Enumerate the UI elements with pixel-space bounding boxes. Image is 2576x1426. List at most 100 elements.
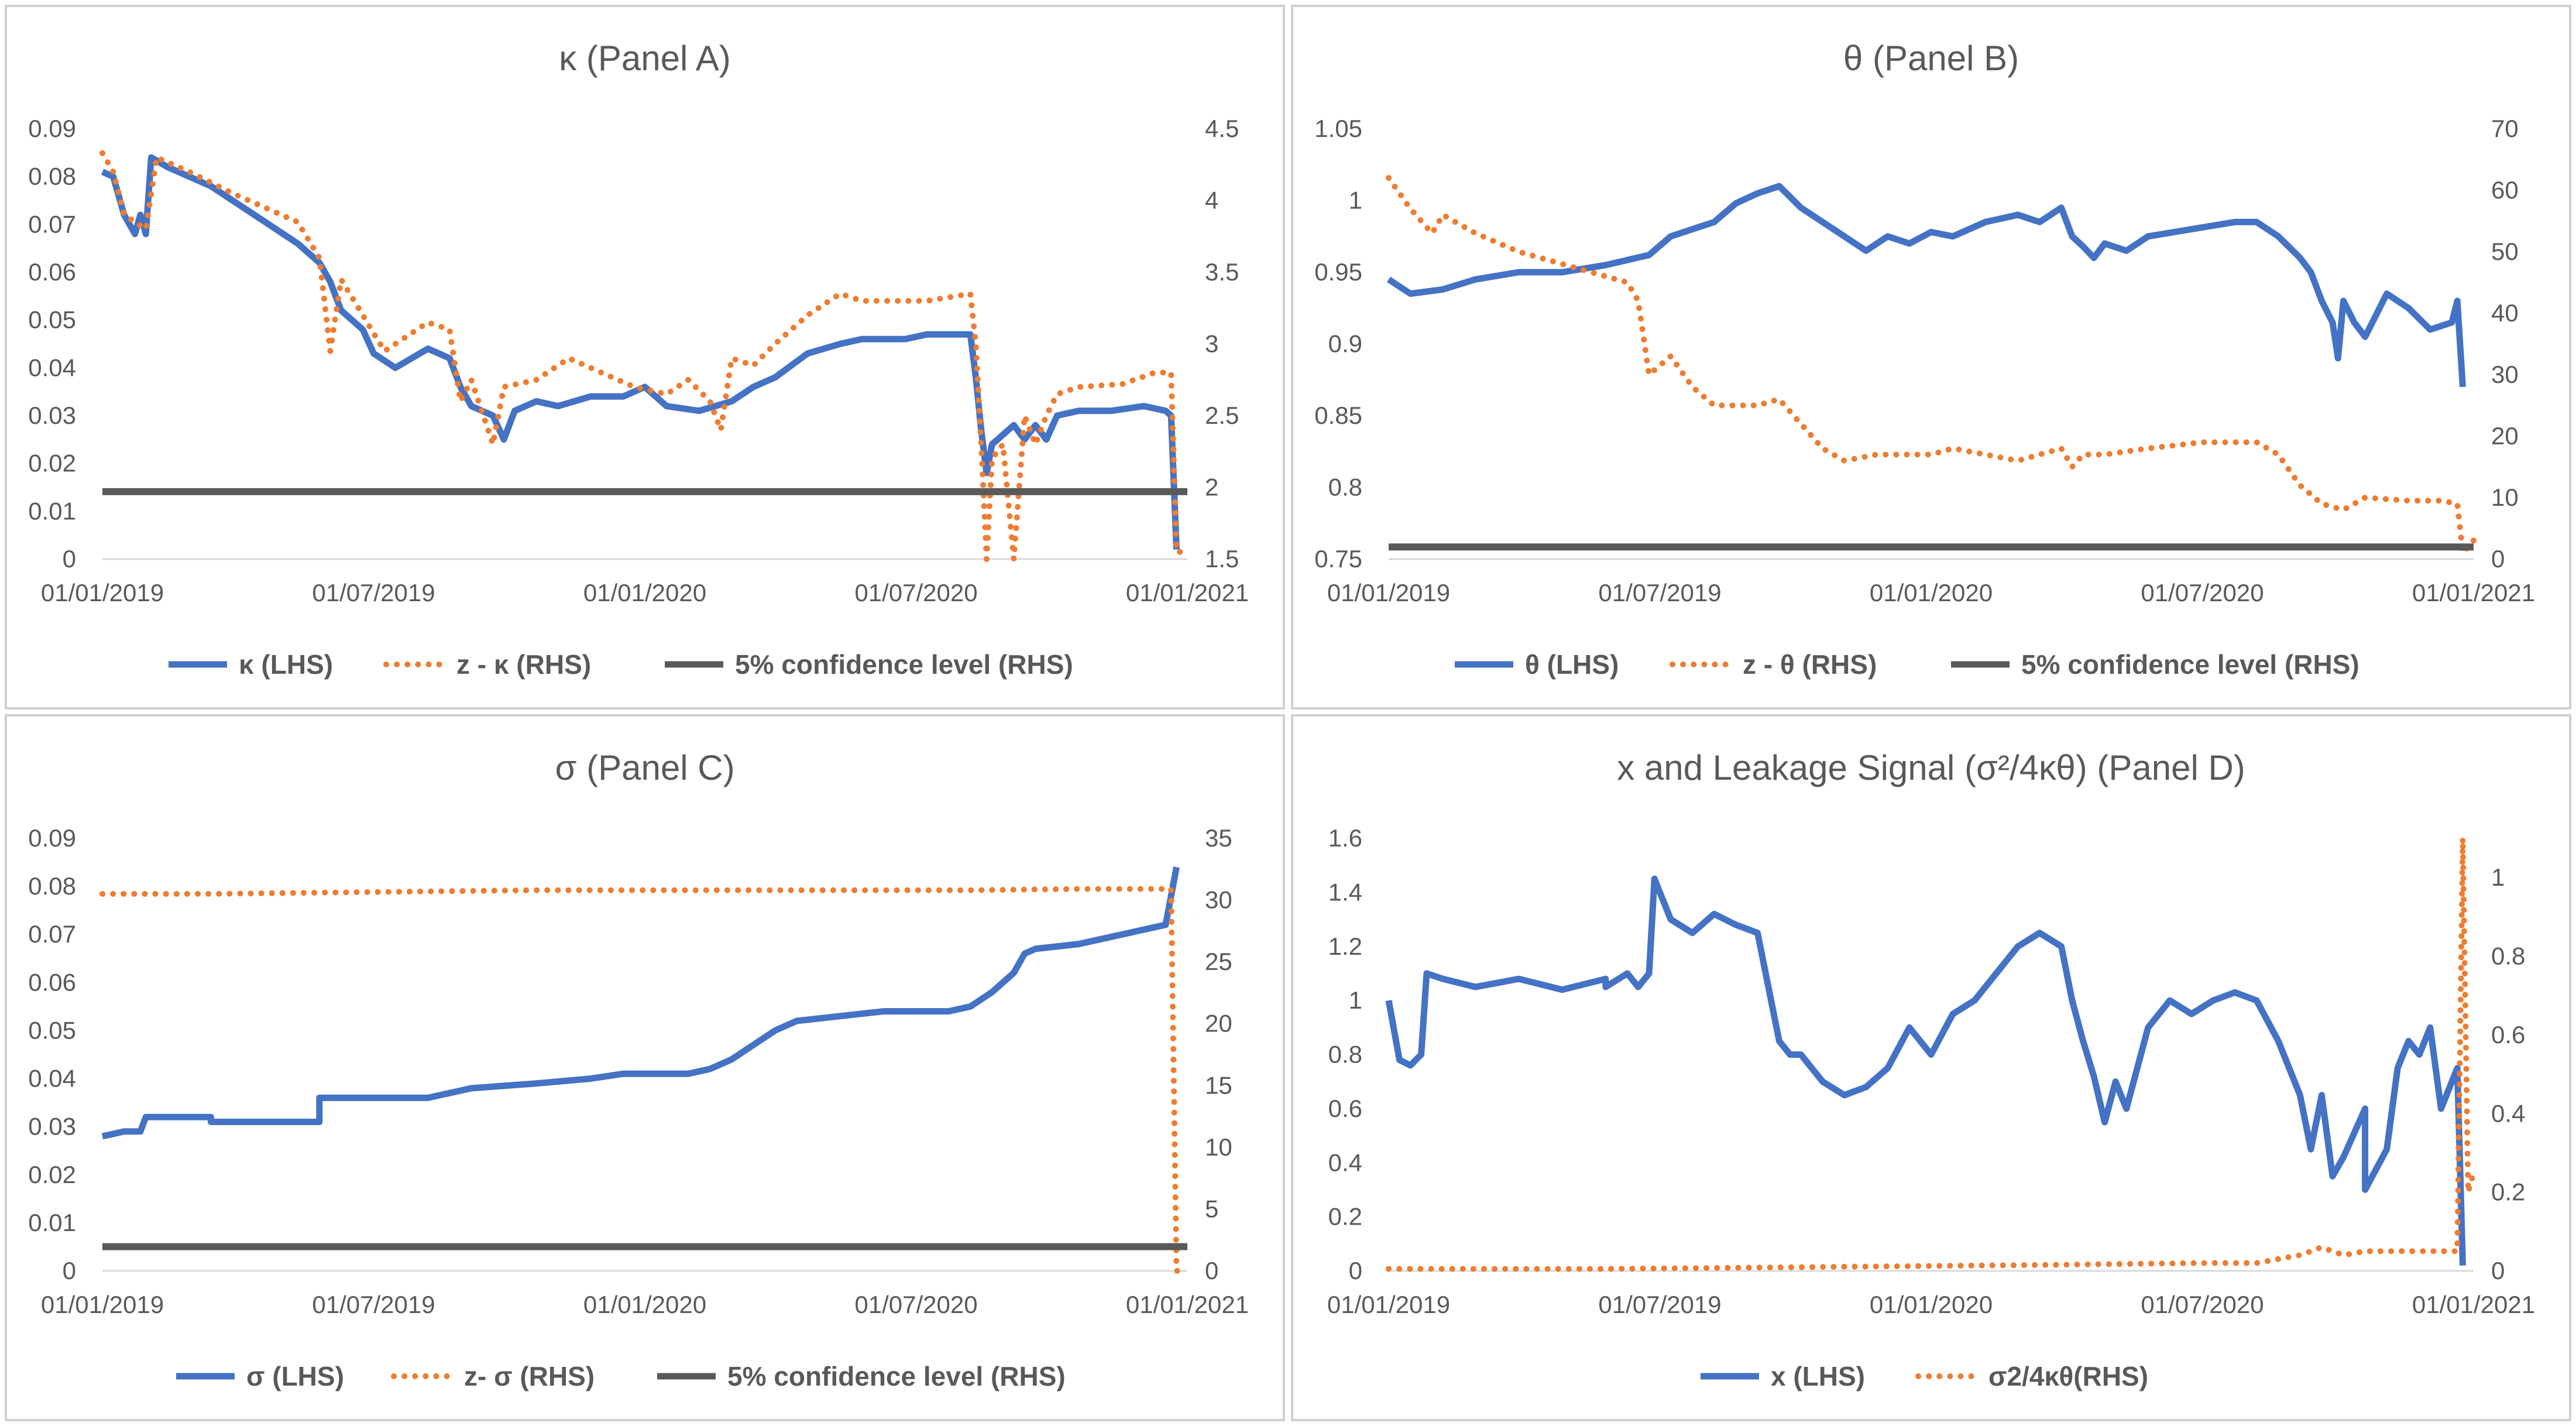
legend-label: κ (LHS) bbox=[239, 649, 333, 680]
y-left-tick-label: 0.85 bbox=[1314, 402, 1362, 429]
panel-title: θ (Panel B) bbox=[1843, 39, 2019, 78]
series-line-1 bbox=[1386, 835, 2477, 1272]
y-left-tick-label: 0 bbox=[63, 1257, 76, 1284]
y-left-tick-label: 0.02 bbox=[28, 450, 76, 477]
y-right-tick-label: 0 bbox=[2491, 1257, 2505, 1284]
series-line-0 bbox=[1386, 183, 2466, 388]
series-line-1 bbox=[1386, 175, 2477, 556]
y-left-tick-label: 1.6 bbox=[1328, 824, 1362, 852]
y-right-tick-label: 1 bbox=[2491, 863, 2505, 891]
y-left-tick-label: 1 bbox=[1349, 986, 1362, 1014]
y-left-tick-label: 0.09 bbox=[28, 115, 76, 142]
y-right-tick-label: 1.5 bbox=[1205, 545, 1239, 573]
y-right-tick-label: 5 bbox=[1205, 1195, 1218, 1222]
y-left-tick-label: 0.05 bbox=[28, 306, 76, 334]
panel-title: σ (Panel C) bbox=[555, 748, 734, 787]
x-tick-label: 01/01/2019 bbox=[41, 579, 164, 606]
x-tick-label: 01/01/2021 bbox=[1126, 1291, 1249, 1318]
y-left-tick-label: 0.4 bbox=[1328, 1149, 1362, 1176]
y-right-tick-label: 30 bbox=[2491, 361, 2519, 388]
y-left-tick-label: 0.08 bbox=[28, 872, 76, 900]
y-right-tick-label: 0.4 bbox=[2491, 1099, 2525, 1127]
y-right-tick-label: 3 bbox=[1205, 330, 1218, 358]
y-left-tick-label: 0 bbox=[63, 545, 76, 573]
series-line-0 bbox=[1385, 875, 2466, 1266]
y-right-tick-label: 40 bbox=[2491, 299, 2519, 327]
y-left-tick-label: 0.03 bbox=[28, 1113, 76, 1140]
x-tick-label: 01/01/2021 bbox=[2412, 579, 2535, 606]
legend-label: θ (LHS) bbox=[1525, 649, 1619, 680]
x-tick-label: 01/01/2021 bbox=[2412, 1291, 2535, 1318]
series-line-1 bbox=[99, 886, 1190, 1274]
y-right-tick-label: 10 bbox=[1205, 1133, 1232, 1161]
x-tick-label: 01/01/2019 bbox=[41, 1291, 164, 1318]
y-left-tick-label: 1.2 bbox=[1328, 933, 1362, 960]
panel-title: κ (Panel A) bbox=[559, 39, 730, 78]
y-right-tick-label: 70 bbox=[2491, 115, 2519, 142]
x-tick-label: 01/01/2020 bbox=[583, 579, 706, 606]
y-right-tick-label: 60 bbox=[2491, 176, 2519, 204]
x-tick-label: 01/01/2019 bbox=[1327, 579, 1450, 606]
y-right-tick-label: 0.8 bbox=[2491, 942, 2525, 970]
legend-label: z- σ (RHS) bbox=[464, 1361, 595, 1391]
y-right-tick-label: 50 bbox=[2491, 238, 2519, 265]
x-tick-label: 01/07/2020 bbox=[2141, 1291, 2264, 1318]
y-left-tick-label: 0.06 bbox=[28, 968, 76, 996]
panel-title: x and Leakage Signal (σ²/4κθ) (Panel D) bbox=[1617, 748, 2245, 787]
y-right-tick-label: 0.2 bbox=[2491, 1178, 2525, 1206]
legend-label: 5% confidence level (RHS) bbox=[727, 1361, 1066, 1391]
series-line-0 bbox=[101, 154, 1180, 550]
x-tick-label: 01/01/2020 bbox=[583, 1291, 706, 1318]
x-tick-label: 01/01/2020 bbox=[1870, 1291, 1993, 1318]
x-tick-label: 01/07/2019 bbox=[312, 1291, 435, 1318]
legend-label: σ (LHS) bbox=[246, 1361, 344, 1391]
y-right-tick-label: 2 bbox=[1205, 474, 1218, 501]
x-tick-label: 01/01/2020 bbox=[1870, 579, 1993, 606]
y-left-tick-label: 0.09 bbox=[28, 824, 76, 852]
y-left-tick-label: 0.8 bbox=[1328, 1041, 1362, 1068]
y-left-tick-label: 1.4 bbox=[1328, 878, 1362, 906]
y-right-tick-label: 25 bbox=[1205, 948, 1232, 975]
y-left-tick-label: 0.9 bbox=[1328, 330, 1362, 358]
panel-b: θ (Panel B) 0.75 0.8 0.85 0.9 0.95 1 1.05 0 10 20 3… bbox=[1291, 5, 2571, 709]
y-right-tick-label: 2.5 bbox=[1205, 402, 1239, 429]
y-right-tick-label: 0 bbox=[1205, 1257, 1218, 1284]
panel-frame bbox=[5, 714, 1285, 1421]
panel-frame bbox=[5, 5, 1285, 709]
series-line-1 bbox=[99, 150, 1190, 562]
y-left-tick-label: 0.2 bbox=[1328, 1203, 1362, 1230]
y-right-tick-label: 4.5 bbox=[1205, 115, 1239, 142]
y-right-tick-label: 30 bbox=[1205, 886, 1232, 914]
legend-label: z - θ (RHS) bbox=[1743, 649, 1877, 680]
panel-frame bbox=[1291, 5, 2571, 709]
y-left-tick-label: 0.04 bbox=[28, 354, 76, 381]
legend-label: 5% confidence level (RHS) bbox=[2021, 649, 2359, 680]
y-left-tick-label: 0.06 bbox=[28, 258, 76, 286]
y-right-tick-label: 0.6 bbox=[2491, 1021, 2525, 1048]
y-left-tick-label: 0.04 bbox=[28, 1065, 76, 1092]
panel-frame bbox=[1291, 714, 2571, 1421]
y-left-tick-label: 0.01 bbox=[28, 497, 76, 525]
y-right-tick-label: 20 bbox=[1205, 1010, 1232, 1037]
x-tick-label: 01/07/2020 bbox=[2141, 579, 2264, 606]
panel-d: x and Leakage Signal (σ²/4κθ) (Panel D) 0… bbox=[1291, 714, 2571, 1421]
y-right-tick-label: 3.5 bbox=[1205, 258, 1239, 286]
y-right-tick-label: 4 bbox=[1205, 187, 1218, 214]
y-left-tick-label: 1.05 bbox=[1314, 115, 1362, 142]
x-tick-label: 01/07/2019 bbox=[1598, 579, 1721, 606]
y-right-tick-label: 15 bbox=[1205, 1071, 1232, 1099]
legend-label: z - κ (RHS) bbox=[456, 649, 591, 680]
x-tick-label: 01/07/2019 bbox=[1598, 1291, 1721, 1318]
y-left-tick-label: 0.8 bbox=[1328, 474, 1362, 501]
y-left-tick-label: 0 bbox=[1349, 1257, 1362, 1284]
y-left-tick-label: 0.02 bbox=[28, 1161, 76, 1188]
y-left-tick-label: 0.01 bbox=[28, 1209, 76, 1236]
y-left-tick-label: 1 bbox=[1349, 187, 1362, 214]
x-tick-label: 01/07/2020 bbox=[854, 579, 977, 606]
y-left-tick-label: 0.07 bbox=[28, 210, 76, 238]
x-tick-label: 01/07/2019 bbox=[312, 579, 435, 606]
x-tick-label: 01/01/2021 bbox=[1126, 579, 1249, 606]
x-tick-label: 01/07/2020 bbox=[854, 1291, 977, 1318]
series-line-0 bbox=[101, 866, 1180, 1140]
